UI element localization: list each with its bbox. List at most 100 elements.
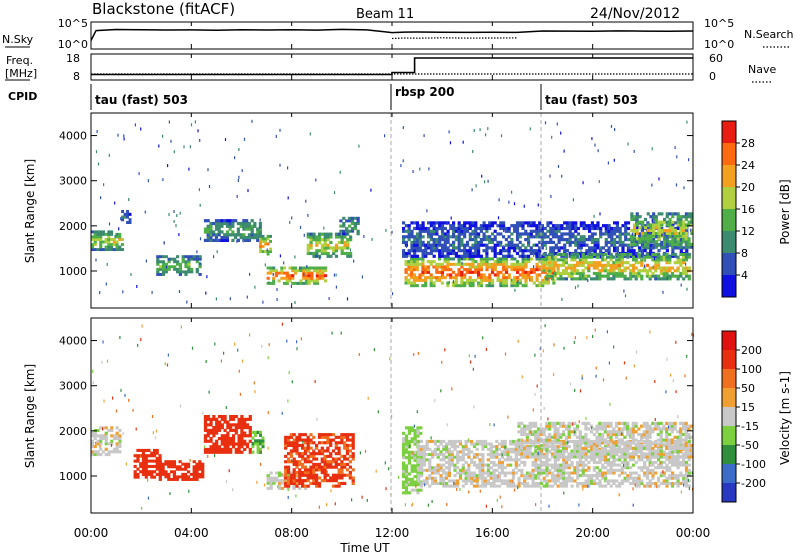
velocity-cell-8 <box>498 447 502 451</box>
velocity-cell-8 <box>478 471 482 475</box>
velocity-cell-0 <box>101 450 106 454</box>
power-cell-5 <box>313 269 317 273</box>
velocity-cell-8 <box>461 463 465 467</box>
power-cell-9 <box>604 249 608 253</box>
power-cell-10 <box>584 266 588 270</box>
power-cell-5 <box>318 274 322 278</box>
power-echo <box>384 134 386 138</box>
velocity-cell-3 <box>240 434 244 438</box>
velocity-cell-8 <box>620 460 624 464</box>
velocity-cell-4 <box>254 430 257 435</box>
power-cell-6 <box>334 232 339 236</box>
power-cell-11 <box>673 234 678 238</box>
power-cell-6 <box>326 246 330 250</box>
power-cell-8 <box>463 268 467 272</box>
power-echo <box>408 254 410 258</box>
velocity-cell-8 <box>484 439 488 443</box>
power-echo <box>638 248 640 252</box>
power-cell-5 <box>277 271 281 275</box>
power-cell-9 <box>674 226 678 231</box>
velocity-cell-8 <box>631 463 636 467</box>
velocity-cell-8 <box>425 447 429 451</box>
velocity-cell-8 <box>581 471 585 475</box>
velocity-cell-8 <box>417 476 421 480</box>
power-cell-9 <box>415 246 420 250</box>
power-cell-9 <box>527 238 531 242</box>
velocity-cell-8 <box>598 458 602 462</box>
power-cell-11 <box>646 234 650 238</box>
velocity-cell-8 <box>581 474 585 478</box>
power-cell-9 <box>593 224 597 228</box>
velocity-cell-8 <box>662 460 666 464</box>
velocity-cell-8 <box>511 447 516 451</box>
velocity-cell-7 <box>407 426 412 430</box>
power-cell-9 <box>626 249 631 253</box>
power-echo <box>599 212 601 216</box>
velocity-cell-5 <box>278 484 282 488</box>
velocity-cell-9 <box>595 452 599 456</box>
velocity-cell-8 <box>472 474 477 478</box>
power-cell-11 <box>679 215 683 219</box>
power-echo <box>130 273 132 276</box>
velocity-cell-8 <box>606 460 610 464</box>
power-cell-9 <box>568 240 572 244</box>
power-cell-9 <box>415 226 420 231</box>
power-cell-2 <box>159 273 163 276</box>
velocity-cell-8 <box>640 482 644 486</box>
power-cell-5 <box>299 279 303 283</box>
velocity-cell-8 <box>595 474 599 478</box>
velocity-cell-9 <box>564 427 568 431</box>
velocity-cell-0 <box>99 439 103 443</box>
power-cell-9 <box>421 254 425 258</box>
velocity-cell-6 <box>287 471 291 475</box>
power-cell-10 <box>631 266 636 270</box>
velocity-cell-2 <box>192 478 196 481</box>
velocity-cell-8 <box>417 474 421 478</box>
velocity-cell-8 <box>570 463 574 467</box>
velocity-cell-3 <box>245 426 250 430</box>
velocity-cell-8 <box>464 447 468 451</box>
velocity-cell-8 <box>472 445 477 449</box>
power-cell-3 <box>223 238 227 243</box>
power-echo <box>206 275 208 279</box>
power-cell-10 <box>592 252 596 257</box>
velocity-cell-6 <box>345 435 350 439</box>
power-cell-9 <box>493 251 497 256</box>
velocity-cell-8 <box>598 447 602 451</box>
power-cell-9 <box>515 221 520 225</box>
velocity-cell-8 <box>445 466 449 470</box>
power-cell-10 <box>673 252 677 257</box>
power-cell-10 <box>606 271 610 276</box>
power-cell-9 <box>402 249 406 253</box>
power-cell-10 <box>556 252 560 257</box>
velocity-cell-8 <box>439 468 443 472</box>
power-cell-8 <box>513 268 517 272</box>
power-cell-8 <box>479 281 483 285</box>
velocity-cell-8 <box>500 482 504 486</box>
velocity-cell-3 <box>203 447 208 452</box>
velocity-cell-6 <box>312 471 316 475</box>
velocity-cell-8 <box>492 468 496 472</box>
velocity-cell-8 <box>464 445 468 449</box>
power-echo <box>651 218 653 222</box>
power-echo <box>179 211 181 215</box>
power-cell-9 <box>432 254 436 258</box>
velocity-cell-8 <box>615 447 619 451</box>
velocity-cell-5 <box>295 481 299 485</box>
power-echo <box>680 283 682 287</box>
power-cell-8 <box>412 278 417 282</box>
power-cell-5 <box>304 271 309 275</box>
velocity-cell-1 <box>139 462 143 466</box>
power-cell-9 <box>568 243 572 247</box>
velocity-cell-8 <box>481 484 485 488</box>
power-echo <box>144 210 146 214</box>
power-cell-9 <box>554 226 558 231</box>
power-echo <box>335 273 337 277</box>
power-cell-0 <box>99 248 103 252</box>
velocity-cell-9 <box>534 430 538 434</box>
power-cell-7 <box>347 229 352 233</box>
power-cell-11 <box>652 212 656 216</box>
power-cell-9 <box>463 254 467 258</box>
velocity-cell-8 <box>679 463 683 467</box>
